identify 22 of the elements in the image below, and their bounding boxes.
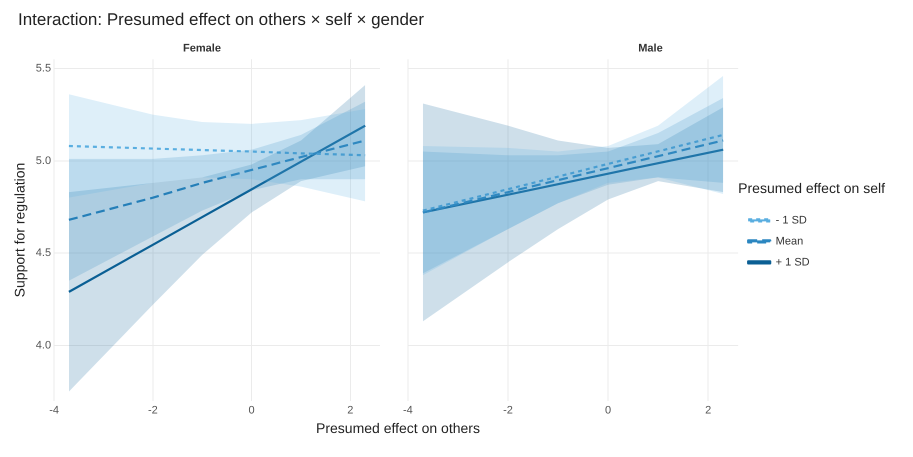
x-tick-label: 0 <box>248 404 255 416</box>
x-tick-label: 2 <box>347 404 354 416</box>
chart-title: Interaction: Presumed effect on others × self × gender <box>17 9 426 31</box>
legend-label: Mean <box>776 235 804 248</box>
y-tick-label: 5.5 <box>36 62 52 74</box>
x-tick-label: -4 <box>49 404 59 416</box>
line-series <box>68 144 366 156</box>
legend-title: Presumed effect on self <box>738 180 886 196</box>
x-tick-label: -4 <box>403 404 413 416</box>
x-tick-label: -2 <box>503 404 513 416</box>
y-tick-label: 5.0 <box>36 154 52 167</box>
y-tick-label: 4.5 <box>36 247 52 260</box>
legend-label: + 1 SD <box>776 256 810 268</box>
legend-label: - 1 SD <box>776 214 807 226</box>
x-tick-label: -2 <box>148 404 158 416</box>
y-tick-label: 4.0 <box>36 339 52 352</box>
chart-subtitle: Female <box>183 42 221 55</box>
x-tick-label: 0 <box>605 404 612 416</box>
x-tick-label: 2 <box>705 404 712 416</box>
x-axis-title: Presumed effect on others <box>315 420 481 436</box>
chart-subtitle: Male <box>638 42 663 55</box>
y-axis-title: Support for regulation <box>11 162 28 298</box>
